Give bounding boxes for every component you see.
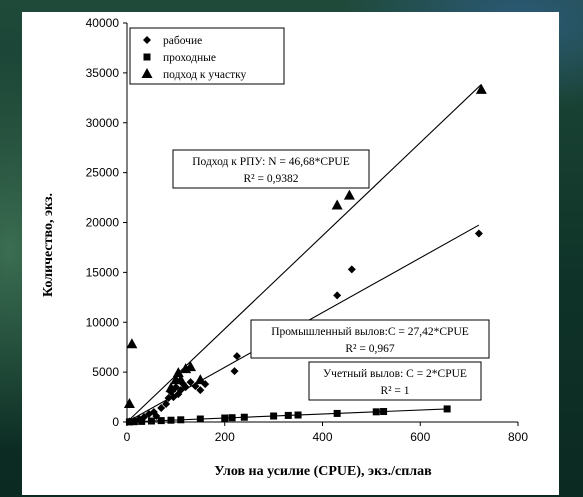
data-point-triangle: [331, 199, 343, 210]
x-tick-label: 200: [215, 430, 235, 444]
annotation-approach: Подход к РПУ: N = 46,68*CPUE R² = 0,9382: [172, 149, 370, 189]
annotation-recorded-box: [308, 361, 482, 401]
annotation-approach-equation: Подход к РПУ: N = 46,68*CPUE: [192, 156, 350, 168]
data-point-diamond: [474, 229, 483, 238]
annotation-industrial-box: [250, 319, 490, 359]
data-point-triangle: [475, 83, 487, 94]
x-tick-label: 800: [508, 430, 528, 444]
annotation-recorded-equation: Учетный вылов: C = 2*CPUE: [323, 368, 467, 380]
y-tick-label: 15000: [86, 265, 120, 279]
y-tick-label: 5000: [92, 365, 119, 379]
data-point-triangle: [175, 374, 187, 385]
data-point-square: [167, 416, 175, 424]
x-tick-label: 0: [124, 430, 131, 444]
legend-label-1: проходные: [163, 52, 216, 64]
legend-marker-square: [143, 53, 151, 61]
data-point-square: [372, 408, 380, 416]
data-point-triangle: [126, 338, 138, 349]
data-point-diamond: [347, 265, 356, 274]
data-point-diamond: [186, 378, 195, 387]
y-tick-label: 20000: [86, 216, 120, 230]
data-point-triangle: [123, 398, 135, 409]
data-point-square: [294, 411, 302, 419]
legend: рабочие проходные подход к участку: [129, 27, 285, 85]
data-point-square: [157, 417, 165, 425]
data-point-square: [138, 417, 146, 425]
data-point-triangle: [185, 361, 197, 372]
y-tick-label: 35000: [86, 66, 120, 80]
data-point-diamond: [230, 367, 239, 376]
data-point-square: [333, 409, 341, 417]
annotation-industrial: Промышленный вылов:C = 27,42*CPUE R² = 0…: [250, 319, 490, 359]
data-point-square: [284, 411, 292, 419]
data-point-diamond: [157, 404, 166, 413]
data-point-square: [270, 412, 278, 420]
data-point-square: [177, 416, 185, 424]
y-tick-label: 30000: [86, 116, 120, 130]
annotation-recorded: Учетный вылов: C = 2*CPUE R² = 1: [308, 361, 482, 401]
y-tick-label: 10000: [86, 315, 120, 329]
data-point-triangle: [165, 382, 177, 393]
annotation-recorded-r2: R² = 1: [380, 385, 409, 397]
data-point-triangle: [172, 367, 184, 378]
legend-box: [129, 27, 285, 85]
legend-label-2: подход к участку: [163, 69, 247, 81]
x-tick-label: 400: [312, 430, 332, 444]
data-point-diamond: [333, 291, 342, 300]
y-axis-title: Количество, экз.: [41, 193, 56, 297]
data-point-square: [221, 414, 229, 422]
data-point-square: [240, 413, 248, 421]
annotation-industrial-equation: Промышленный вылов:C = 27,42*CPUE: [271, 326, 469, 338]
data-point-triangle: [194, 374, 206, 385]
legend-marker-triangle: [141, 68, 153, 78]
data-point-square: [228, 414, 236, 422]
data-point-square: [443, 405, 451, 413]
y-tick-label: 0: [112, 415, 119, 429]
legend-marker-diamond: [143, 36, 151, 44]
data-point-square: [147, 417, 155, 425]
data-point-triangle: [343, 189, 355, 200]
x-tick-label: 600: [410, 430, 430, 444]
x-axis-title: Улов на усилие (CPUE), экз./сплав: [214, 464, 432, 479]
data-point-diamond: [196, 386, 205, 395]
annotation-approach-r2: R² = 0,9382: [244, 173, 299, 185]
legend-label-0: рабочие: [163, 35, 202, 47]
y-tick-label: 25000: [86, 166, 120, 180]
data-point-diamond: [181, 383, 190, 392]
annotation-industrial-r2: R² = 0,967: [345, 343, 394, 355]
y-tick-label: 40000: [86, 16, 120, 30]
data-point-square: [196, 415, 204, 423]
annotation-approach-box: [172, 149, 370, 189]
data-point-square: [380, 408, 388, 416]
data-point-diamond: [232, 352, 241, 361]
data-point-diamond: [162, 400, 171, 409]
